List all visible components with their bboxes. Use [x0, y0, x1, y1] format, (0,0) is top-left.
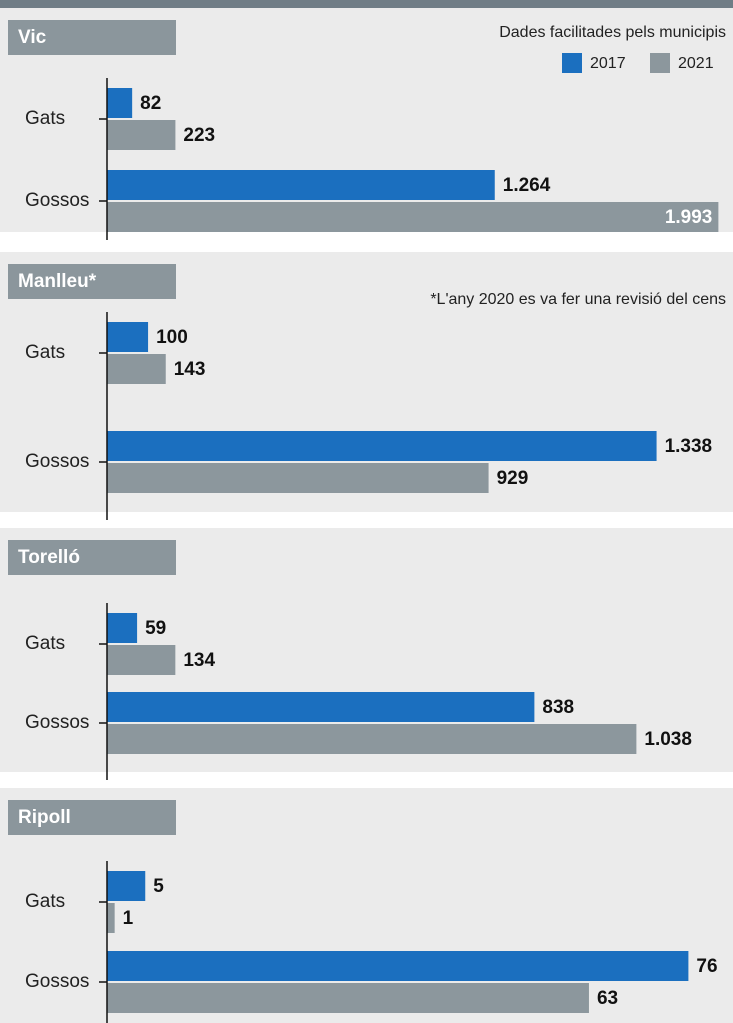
category-label: Gats: [25, 891, 65, 912]
value-label: 82: [140, 93, 161, 114]
top-strip: [0, 0, 733, 8]
category-label: Gossos: [25, 190, 89, 211]
bar: [107, 354, 166, 384]
category-label: Gats: [25, 342, 65, 363]
bar: [107, 871, 145, 901]
bar: [107, 170, 495, 200]
legend-label: 2021: [678, 55, 714, 72]
category-label: Gossos: [25, 971, 89, 992]
value-label: 5: [153, 876, 164, 897]
bar: [107, 951, 688, 981]
bar: [107, 645, 175, 675]
infographic: Vic Dades facilitades pels municipis 2017 2…: [0, 0, 733, 1023]
bar: [107, 903, 115, 933]
legend-swatch: [562, 53, 582, 73]
value-label: 100: [156, 327, 188, 348]
value-label: 59: [145, 618, 166, 639]
bar: [107, 322, 148, 352]
legend-swatch: [650, 53, 670, 73]
bar: [107, 983, 589, 1013]
bar: [107, 463, 489, 493]
value-label: 1: [123, 908, 134, 929]
legend-label: 2017: [590, 55, 626, 72]
panel-title: Torelló: [18, 547, 80, 568]
bar: [107, 724, 636, 754]
category-label: Gossos: [25, 712, 89, 733]
panel-title: Manlleu*: [18, 271, 97, 292]
bar: [107, 88, 132, 118]
bar: [107, 202, 718, 232]
value-label: 1.038: [644, 729, 692, 750]
value-label: 134: [183, 650, 215, 671]
category-label: Gats: [25, 633, 65, 654]
bar: [107, 120, 175, 150]
bar: [107, 431, 657, 461]
category-label: Gossos: [25, 451, 89, 472]
value-label: 76: [696, 956, 717, 977]
value-label: 929: [497, 468, 529, 489]
value-label: 1.264: [503, 175, 551, 196]
category-label: Gats: [25, 108, 65, 129]
bar: [107, 692, 534, 722]
value-label: 63: [597, 988, 618, 1009]
note: *L'any 2020 es va fer una revisió del ce…: [430, 291, 726, 308]
value-label: 1.993: [665, 207, 713, 228]
bar: [107, 613, 137, 643]
panel-title: Vic: [18, 27, 47, 48]
value-label: 143: [174, 359, 206, 380]
value-label: 223: [183, 125, 215, 146]
note: Dades facilitades pels municipis: [499, 24, 726, 41]
value-label: 1.338: [665, 436, 713, 457]
value-label: 838: [542, 697, 574, 718]
panel-title: Ripoll: [18, 807, 71, 828]
